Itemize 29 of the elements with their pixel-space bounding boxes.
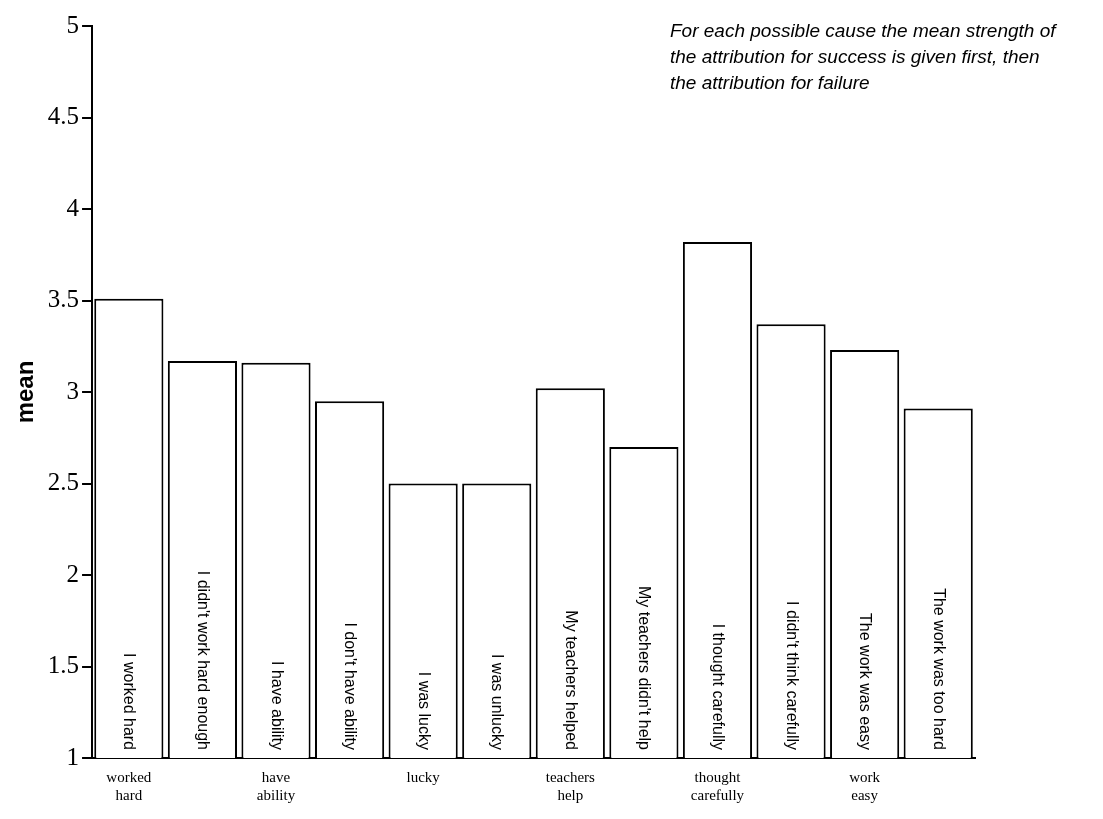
y-tick-label: 5 xyxy=(66,10,80,38)
data-label: I thought carefully xyxy=(710,623,728,750)
y-tick-label: 2 xyxy=(66,559,80,587)
y-tick-label: 4 xyxy=(66,193,80,221)
data-label: I didn't think carefully xyxy=(783,601,801,750)
x-tick-label: have ability xyxy=(256,768,296,803)
data-label: I don't have ability xyxy=(342,622,360,750)
x-tick-label: thought carefully xyxy=(690,768,745,803)
x-tick-label: work easy xyxy=(849,768,881,803)
x-tick-label: worked hard xyxy=(106,768,152,803)
y-axis-title: mean xyxy=(11,360,39,424)
data-label: The work was too hard xyxy=(930,588,948,751)
data-label: My teachers didn't help xyxy=(636,585,654,751)
y-tick-label: 1.5 xyxy=(47,651,80,679)
data-label: The work was easy xyxy=(857,613,875,750)
data-label: I didn't work hard enough xyxy=(195,570,213,750)
y-tick-label: 3.5 xyxy=(47,285,80,313)
x-tick-label: teachers help xyxy=(545,768,596,803)
data-label: I was lucky xyxy=(415,671,433,751)
y-tick-label: 1 xyxy=(66,742,80,770)
data-label: I was unlucky xyxy=(489,653,507,751)
y-tick-label: 2.5 xyxy=(47,468,80,496)
data-label: I worked hard xyxy=(121,653,139,750)
y-tick-label: 3 xyxy=(66,376,80,404)
data-label: My teachers helped xyxy=(562,610,580,751)
data-label: I have ability xyxy=(268,661,286,750)
y-tick-label: 4.5 xyxy=(47,102,80,130)
annotation: For each possible cause the mean strength of the attribution for success is given first, then the attribution for failure xyxy=(670,19,1058,93)
x-tick-label: lucky xyxy=(406,768,441,785)
